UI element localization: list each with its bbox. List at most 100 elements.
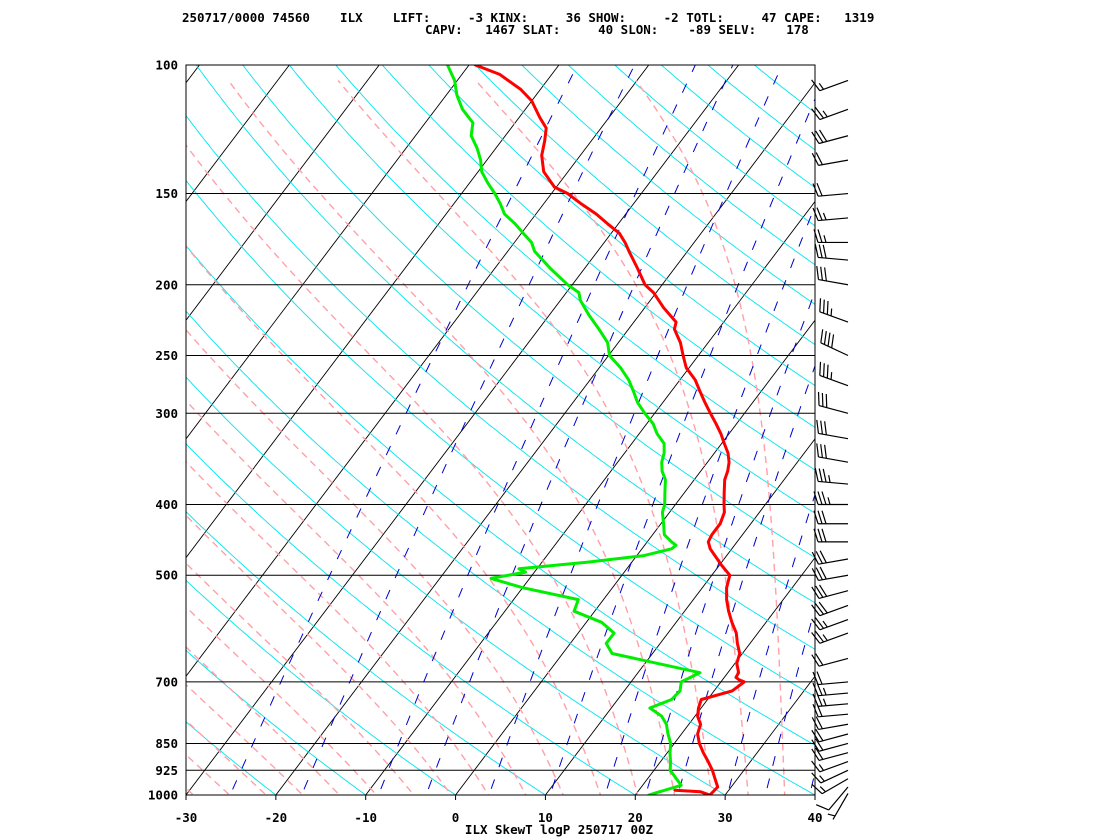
mixing-ratio-line	[645, 290, 815, 795]
dry-adiabat-line	[474, 65, 815, 346]
isotherm-line	[365, 200, 815, 795]
wind-barb	[811, 760, 849, 773]
dry-adiabat-line	[186, 244, 815, 746]
x-tick-label: -20	[265, 810, 288, 825]
x-tick-label: 10	[538, 810, 553, 825]
wind-barb	[811, 129, 849, 145]
y-tick-label: 500	[155, 568, 178, 583]
x-tick-label: -10	[354, 810, 377, 825]
x-tick-label: -30	[175, 810, 198, 825]
isotherm-line	[0, 65, 20, 795]
dry-adiabat-line	[754, 65, 815, 114]
mixing-ratio-line	[604, 204, 815, 795]
wind-barb	[811, 728, 849, 743]
wind-barb	[814, 243, 849, 261]
wind-barb	[811, 152, 849, 166]
dry-adiabat-line	[186, 179, 815, 698]
x-tick-label: 30	[718, 810, 733, 825]
wind-barb	[813, 229, 848, 244]
wind-barb	[811, 550, 849, 565]
isotherm-line	[186, 65, 650, 678]
wind-barb	[811, 79, 849, 92]
wind-barb	[816, 443, 849, 463]
moist-adiabat-line	[186, 683, 304, 795]
moist-adiabat-line	[186, 328, 564, 795]
wind-barb	[811, 747, 849, 762]
wind-barb	[811, 630, 849, 644]
mixing-ratio-line	[488, 65, 783, 795]
isotherm-line	[275, 82, 815, 795]
wind-barb	[815, 786, 849, 811]
wind-barb	[812, 682, 849, 697]
moist-adiabat-line	[186, 787, 195, 795]
isotherm-line	[814, 794, 815, 795]
wind-barb	[812, 207, 849, 222]
dry-adiabat-line	[186, 510, 546, 795]
wind-barb	[811, 738, 849, 752]
moist-adiabat-line	[186, 514, 452, 795]
moist-adiabat-line	[186, 562, 415, 795]
wind-barbs	[811, 79, 849, 820]
dewpoint-profile	[446, 65, 702, 795]
wind-barb	[811, 566, 849, 582]
isotherm-line	[186, 65, 470, 440]
wind-barb	[811, 769, 849, 784]
wind-barb	[817, 391, 849, 414]
wind-barb	[814, 468, 849, 485]
mixing-ratio-line	[726, 492, 815, 795]
isotherm-line	[634, 556, 815, 795]
isotherm-line	[186, 65, 380, 321]
temperature-profile	[473, 65, 746, 795]
moist-adiabat-line	[186, 245, 602, 795]
y-tick-label: 150	[155, 186, 178, 201]
isotherm-line	[455, 319, 815, 795]
dry-adiabat-line	[195, 65, 815, 604]
header-line-2: CAPV: 1467 SLAT: 40 SLON: -89 SELV: 178	[425, 22, 809, 37]
mixing-ratio-line	[841, 65, 1054, 811]
moist-adiabat-line	[186, 399, 527, 795]
moist-adiabat-line	[186, 144, 639, 795]
dry-adiabat-line	[186, 721, 277, 795]
dry-adiabat-line	[186, 443, 636, 795]
wind-barb	[827, 793, 849, 820]
moist-adiabat-line	[186, 753, 231, 795]
mixing-ratio-line	[377, 65, 696, 795]
plot-frame	[185, 64, 816, 796]
y-tick-label: 250	[155, 348, 178, 363]
wind-barb	[811, 716, 849, 731]
isotherm-line	[0, 65, 110, 795]
wind-barb	[811, 617, 849, 631]
moist-adiabat-line	[186, 605, 378, 795]
moist-adiabat-line	[475, 80, 749, 795]
dry-adiabat-line	[186, 579, 456, 795]
dry-adiabat-line	[186, 310, 815, 795]
sounding-profiles	[446, 65, 746, 795]
y-tick-label: 700	[155, 674, 178, 689]
dry-adiabat-line	[186, 114, 815, 650]
isotherm-line	[724, 675, 815, 795]
wind-barb	[811, 584, 849, 600]
mixing-ratio-line	[301, 65, 635, 795]
dry-adiabat-line	[335, 65, 815, 471]
header-line-1: 250717/0000 74560 ILX LIFT: -3 KINX: 36 …	[182, 10, 874, 25]
wind-barb	[819, 361, 849, 387]
mixing-ratio-line	[549, 97, 815, 795]
isotherm-line	[186, 65, 290, 203]
x-tick-label: 20	[628, 810, 643, 825]
moist-adiabat-line	[227, 80, 676, 795]
moist-adiabat-line	[635, 80, 786, 795]
dry-adiabat-line	[381, 65, 815, 428]
background-lines	[0, 65, 1054, 811]
wind-barb	[811, 601, 849, 617]
x-tick-label: 40	[807, 810, 822, 825]
dry-adiabat-line	[614, 65, 815, 227]
mixing-ratio-line	[677, 364, 815, 795]
dry-adiabat-line	[707, 65, 815, 151]
wind-barb	[811, 106, 849, 121]
dry-adiabat-line	[521, 65, 815, 305]
y-tick-label: 925	[155, 763, 178, 778]
dry-adiabat-line	[661, 65, 815, 189]
dry-adiabat-line	[288, 65, 815, 514]
mixing-ratio-line	[425, 65, 734, 795]
